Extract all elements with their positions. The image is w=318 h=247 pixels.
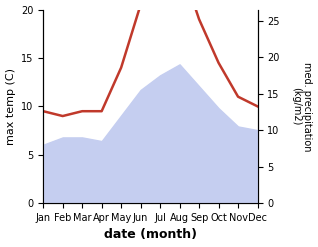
Y-axis label: med. precipitation
(kg/m2): med. precipitation (kg/m2): [291, 62, 313, 151]
Y-axis label: max temp (C): max temp (C): [5, 68, 16, 145]
X-axis label: date (month): date (month): [104, 228, 197, 242]
